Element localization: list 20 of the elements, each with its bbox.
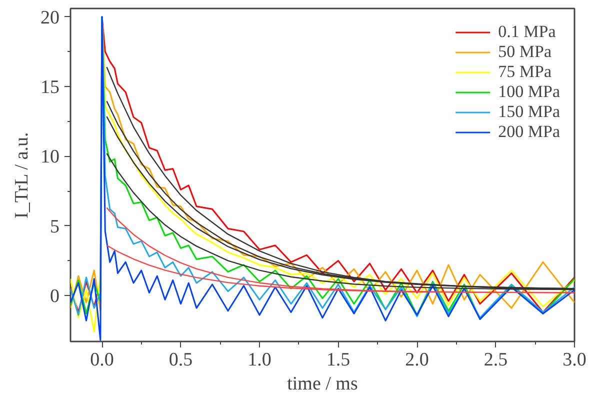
x-tick-label: 3.0 (562, 350, 586, 370)
legend-label: 150 MPa (498, 102, 560, 122)
y-tick-label: 5 (50, 216, 60, 238)
legend-label: 0.1 MPa (498, 22, 556, 42)
legend-label: 100 MPa (498, 82, 560, 102)
y-tick-label: 15 (40, 77, 60, 98)
y-tick-label: 10 (40, 146, 60, 168)
x-tick-label: 2.0 (405, 350, 429, 370)
x-tick-label: 0.5 (168, 350, 193, 370)
y-tick-label: 20 (40, 7, 60, 28)
x-tick-label: 1.5 (326, 350, 350, 370)
legend-label: 200 MPa (498, 122, 560, 142)
x-tick-label: 1.0 (248, 350, 272, 370)
x-axis-title: time / ms (287, 374, 358, 394)
x-tick-label: 0.0 (90, 350, 114, 370)
legend-label: 75 MPa (498, 62, 552, 82)
y-axis-title: I_TrL / a.u. (12, 132, 32, 218)
y-tick-label: 0 (50, 286, 60, 308)
x-tick-label: 2.5 (484, 350, 508, 370)
legend-label: 50 MPa (498, 42, 552, 62)
